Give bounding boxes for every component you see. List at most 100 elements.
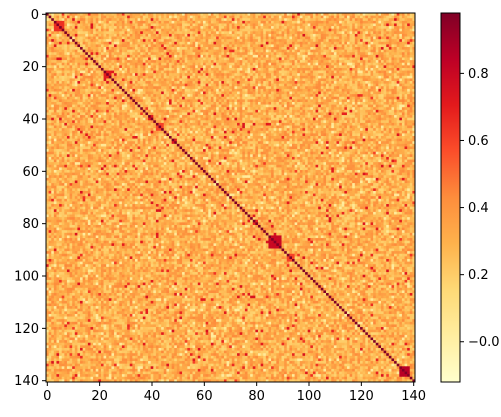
heatmap-cell xyxy=(357,83,361,87)
heatmap-cell xyxy=(328,26,332,30)
heatmap-cell xyxy=(121,41,125,45)
heatmap-cell xyxy=(370,18,374,22)
heatmap-cell xyxy=(323,99,327,103)
heatmap-cell xyxy=(111,15,115,19)
heatmap-cell xyxy=(412,94,416,98)
heatmap-cell xyxy=(48,13,52,16)
heatmap-cell xyxy=(394,94,398,98)
heatmap-cell xyxy=(289,101,293,105)
heatmap-cell xyxy=(82,67,86,71)
heatmap-cell xyxy=(100,36,104,40)
heatmap-cell xyxy=(182,96,186,100)
heatmap-cell xyxy=(216,39,220,43)
heatmap-cell xyxy=(386,86,390,90)
heatmap-cell xyxy=(124,57,128,61)
heatmap-cell xyxy=(192,57,196,61)
heatmap-cell xyxy=(187,83,191,87)
heatmap-cell xyxy=(93,39,97,43)
heatmap-cell xyxy=(192,41,196,45)
heatmap-cell xyxy=(137,94,141,98)
heatmap-cell xyxy=(352,39,356,43)
heatmap-cell xyxy=(399,96,403,100)
heatmap-cell xyxy=(315,39,319,43)
heatmap-cell xyxy=(336,101,340,105)
heatmap-cell xyxy=(289,54,293,58)
heatmap-cell xyxy=(299,101,303,105)
heatmap-cell xyxy=(250,49,254,53)
heatmap-cell xyxy=(349,73,353,77)
heatmap-cell xyxy=(341,91,345,95)
heatmap-cell xyxy=(271,83,275,87)
heatmap-cell xyxy=(116,49,120,53)
heatmap-cell xyxy=(357,26,361,30)
heatmap-cell xyxy=(260,78,264,82)
heatmap-cell xyxy=(244,57,248,61)
heatmap-cell xyxy=(213,33,217,37)
heatmap-cell xyxy=(226,88,230,92)
heatmap-cell xyxy=(312,23,316,27)
heatmap-cell xyxy=(77,101,81,105)
heatmap-cell xyxy=(328,94,332,98)
heatmap-cell xyxy=(333,67,337,71)
heatmap-cell xyxy=(268,47,272,50)
heatmap-cell xyxy=(237,18,241,22)
heatmap-cell xyxy=(399,20,403,24)
heatmap-cell xyxy=(85,101,89,105)
heatmap-cell xyxy=(328,36,332,40)
heatmap-cell xyxy=(312,31,316,35)
heatmap-cell xyxy=(244,83,248,87)
heatmap-cell xyxy=(90,73,94,77)
heatmap-cell xyxy=(265,78,269,82)
heatmap-cell xyxy=(286,62,290,66)
heatmap-cell xyxy=(375,60,379,64)
heatmap-cell xyxy=(140,73,144,77)
heatmap-cell xyxy=(210,91,214,95)
heatmap-cell xyxy=(326,41,329,45)
heatmap-cell xyxy=(255,101,259,105)
heatmap-cell xyxy=(299,70,303,74)
heatmap-cell xyxy=(132,75,136,79)
heatmap-cell xyxy=(114,49,118,53)
heatmap-cell xyxy=(95,75,99,79)
heatmap-cell xyxy=(320,62,324,66)
heatmap-cell xyxy=(271,41,275,45)
heatmap-cell xyxy=(323,81,327,85)
heatmap-cell xyxy=(401,36,405,40)
heatmap-cell xyxy=(344,86,348,90)
heatmap-cell xyxy=(213,94,217,98)
heatmap-cell xyxy=(174,96,178,100)
heatmap-cell xyxy=(72,104,76,108)
heatmap-cell xyxy=(362,33,366,37)
heatmap-cell xyxy=(294,31,298,35)
heatmap-cell xyxy=(98,49,102,53)
heatmap-cell xyxy=(394,78,398,82)
heatmap-cell xyxy=(294,83,298,87)
heatmap-cell xyxy=(307,96,311,100)
heatmap-cell xyxy=(247,41,251,45)
heatmap-cell xyxy=(69,96,73,100)
heatmap-cell xyxy=(257,60,261,64)
heatmap-cell xyxy=(404,47,408,50)
heatmap-cell xyxy=(257,13,261,16)
heatmap-cell xyxy=(148,70,152,74)
heatmap-cell xyxy=(182,78,186,82)
heatmap-cell xyxy=(127,44,131,48)
heatmap-cell xyxy=(137,26,141,30)
heatmap-cell xyxy=(326,78,329,82)
heatmap-cell xyxy=(119,20,123,24)
heatmap-cell xyxy=(373,57,377,61)
heatmap-cell xyxy=(218,86,222,90)
heatmap-cell xyxy=(189,91,193,95)
heatmap-cell xyxy=(174,104,178,108)
heatmap-cell xyxy=(213,31,217,35)
heatmap-cell xyxy=(373,13,377,16)
heatmap-cell xyxy=(195,57,199,61)
heatmap-cell xyxy=(278,13,282,16)
heatmap-cell xyxy=(72,33,76,37)
heatmap-cell xyxy=(315,18,319,22)
heatmap-cell xyxy=(250,88,254,92)
heatmap-cell xyxy=(407,52,411,56)
heatmap-cell xyxy=(205,86,209,90)
heatmap-cell xyxy=(108,28,112,32)
heatmap-cell xyxy=(331,91,335,95)
